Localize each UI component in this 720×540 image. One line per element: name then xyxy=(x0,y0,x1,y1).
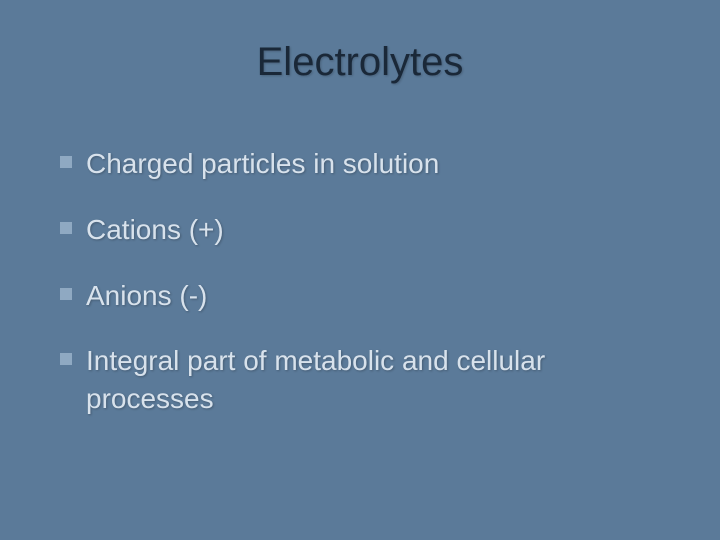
square-bullet-icon xyxy=(60,288,72,300)
bullet-text: Anions (-) xyxy=(86,277,207,315)
square-bullet-icon xyxy=(60,353,72,365)
list-item: Anions (-) xyxy=(60,277,670,315)
square-bullet-icon xyxy=(60,156,72,168)
bullet-text: Integral part of metabolic and cellular … xyxy=(86,342,670,418)
bullet-list: Charged particles in solution Cations (+… xyxy=(50,145,670,418)
list-item: Integral part of metabolic and cellular … xyxy=(60,342,670,418)
list-item: Cations (+) xyxy=(60,211,670,249)
list-item: Charged particles in solution xyxy=(60,145,670,183)
square-bullet-icon xyxy=(60,222,72,234)
slide-container: Electrolytes Charged particles in soluti… xyxy=(0,0,720,540)
slide-title: Electrolytes xyxy=(50,40,670,85)
bullet-text: Cations (+) xyxy=(86,211,224,249)
bullet-text: Charged particles in solution xyxy=(86,145,439,183)
